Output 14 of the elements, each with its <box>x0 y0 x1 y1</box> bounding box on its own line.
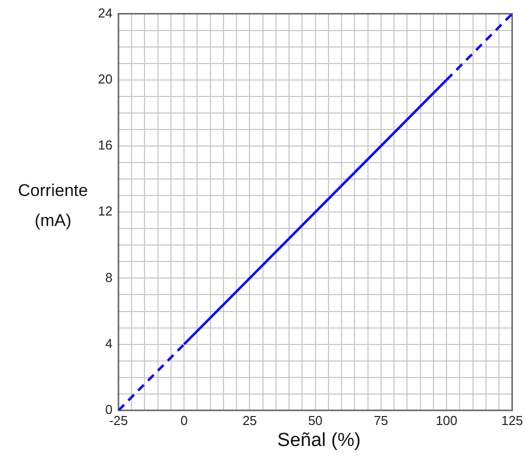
y-tick-label: 16 <box>98 138 112 153</box>
y-axis-title: Corriente (mA) <box>17 180 89 232</box>
y-tick-label: 12 <box>98 204 112 219</box>
x-tick-label: 75 <box>374 412 388 428</box>
x-tick-label: 0 <box>180 412 188 428</box>
x-tick-label: 50 <box>308 412 323 428</box>
y-tick-label: 20 <box>98 71 112 86</box>
y-tick-label: 4 <box>105 336 112 351</box>
x-tick-label: 100 <box>436 412 458 428</box>
y-tick-label: 8 <box>105 270 112 285</box>
x-tick-label: 25 <box>242 412 257 428</box>
y-tick-label: 24 <box>98 5 112 20</box>
x-tick-label: 125 <box>501 412 524 428</box>
x-axis-title: Señal (%) <box>276 430 362 452</box>
